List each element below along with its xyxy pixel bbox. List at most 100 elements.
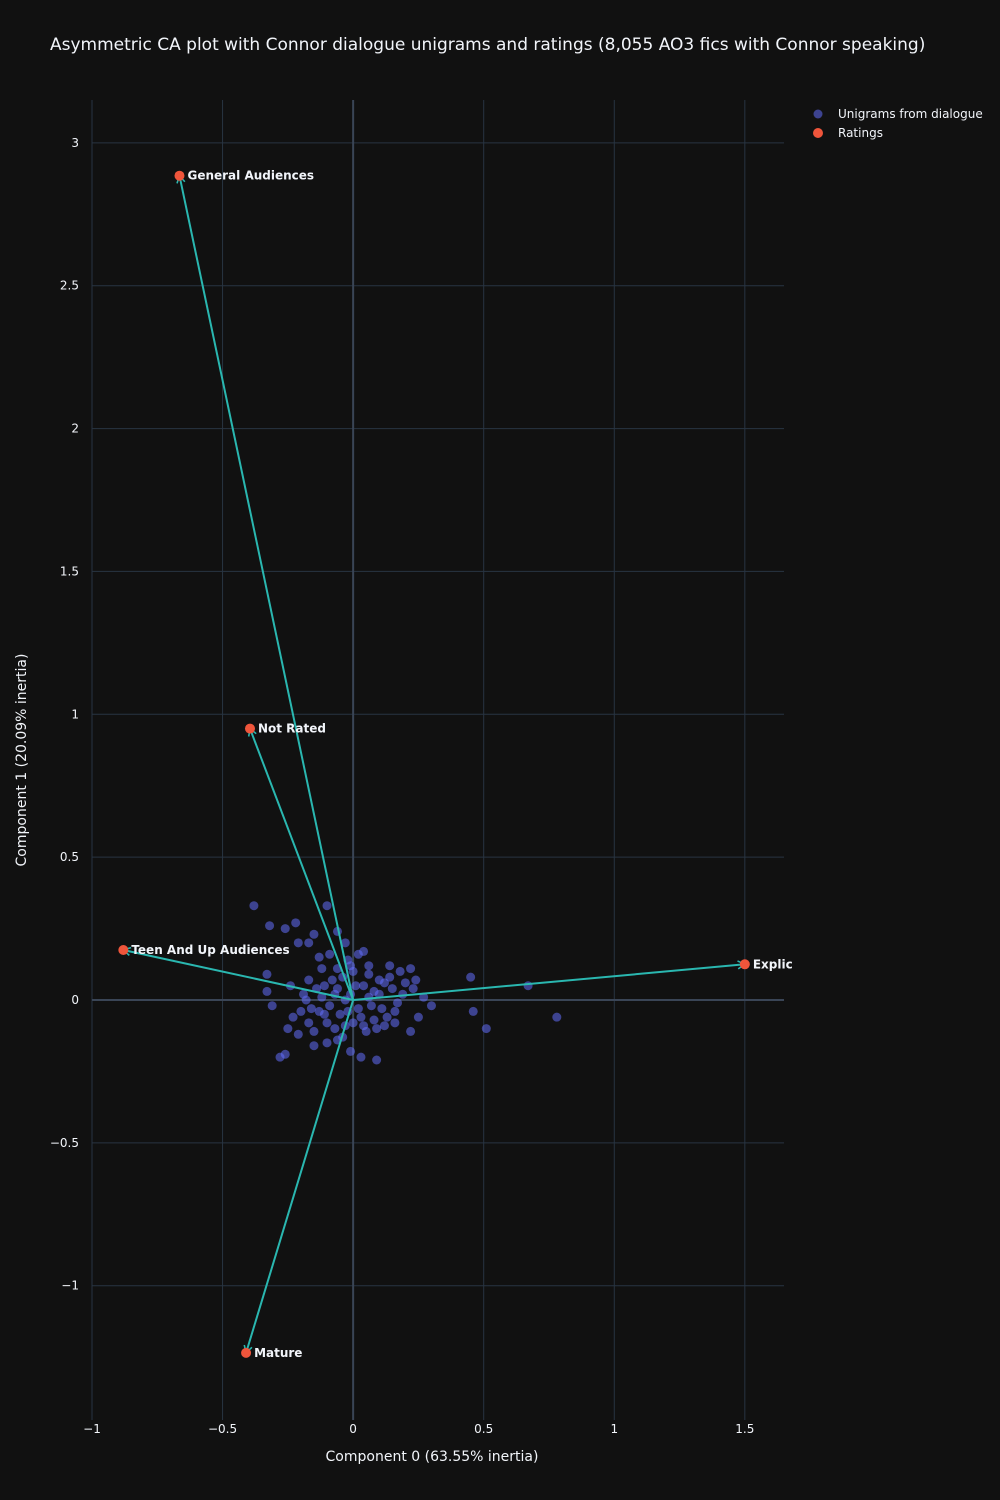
unigram-point[interactable] [309,1026,319,1036]
unigram-point[interactable] [379,1021,389,1031]
unigram-point[interactable] [346,1046,356,1056]
legend-label-unigrams: Unigrams from dialogue [838,107,983,121]
unigram-point[interactable] [309,929,319,939]
unigram-point[interactable] [267,1001,277,1011]
rating-point[interactable] [118,945,129,955]
unigram-point[interactable] [385,961,395,971]
unigram-point[interactable] [406,1026,416,1036]
rating-arrows [121,174,747,1355]
y-tick-label: 2 [71,422,79,436]
unigram-point[interactable] [419,992,429,1002]
unigram-point[interactable] [325,1001,335,1011]
unigram-point[interactable] [280,924,290,934]
unigram-point[interactable] [369,1015,379,1025]
unigram-point[interactable] [317,964,327,974]
unigram-point[interactable] [364,992,374,1002]
gridlines [91,100,784,1420]
unigram-point[interactable] [330,1024,340,1034]
unigram-point[interactable] [353,1004,363,1014]
unigram-point[interactable] [348,1018,358,1028]
unigram-point[interactable] [395,966,405,976]
unigram-point[interactable] [288,1012,298,1022]
unigram-point[interactable] [481,1024,491,1034]
unigram-point[interactable] [387,984,397,994]
unigram-point[interactable] [262,986,272,996]
rating-label: Explic [753,957,793,971]
unigram-point[interactable] [291,918,301,928]
unigram-point[interactable] [325,949,335,959]
legend-item-unigrams[interactable]: Unigrams from dialogue [813,107,983,121]
unigram-point[interactable] [314,952,324,962]
unigram-point[interactable] [353,949,363,959]
unigram-point[interactable] [296,1006,306,1016]
unigram-point[interactable] [322,901,332,911]
y-tick-label: 1 [71,707,79,721]
unigram-point[interactable] [366,1001,376,1011]
unigram-point[interactable] [322,1038,332,1048]
unigram-point[interactable] [335,1009,345,1019]
unigram-point[interactable] [359,981,369,991]
rating-point[interactable] [739,959,750,970]
unigram-point[interactable] [372,1055,382,1065]
unigram-point[interactable] [314,1006,324,1016]
rating-label: Teen And Up Audiences [131,943,289,957]
unigram-point[interactable] [351,981,361,991]
legend[interactable]: Unigrams from dialogue Ratings [813,107,983,140]
unigram-point[interactable] [249,901,259,911]
y-tick-label: −0.5 [50,1136,79,1150]
unigram-point[interactable] [379,978,389,988]
unigram-point[interactable] [411,975,421,985]
unigram-point[interactable] [327,975,337,985]
unigram-point[interactable] [340,938,350,948]
y-tick-label: 0.5 [60,850,79,864]
unigram-point[interactable] [393,998,403,1008]
unigram-point[interactable] [262,969,272,979]
unigram-point[interactable] [372,1024,382,1034]
unigram-point[interactable] [390,1018,400,1028]
unigram-point[interactable] [356,1052,366,1062]
x-tick-label: −1 [83,1422,101,1436]
unigram-point[interactable] [406,964,416,974]
unigram-point[interactable] [319,981,329,991]
unigram-point[interactable] [306,1004,316,1014]
unigram-point[interactable] [293,1029,303,1039]
unigram-point[interactable] [552,1012,562,1022]
rating-point[interactable] [241,1347,252,1358]
unigram-point[interactable] [523,981,533,991]
unigram-point[interactable] [301,995,311,1005]
unigram-point[interactable] [283,1024,293,1034]
rating-arrow [243,999,355,1355]
unigram-point[interactable] [293,938,303,948]
x-axis-title: Component 0 (63.55% inertia) [326,1449,539,1465]
y-tick-label: 2.5 [60,279,79,293]
unigram-point[interactable] [400,978,410,988]
unigram-point[interactable] [304,1018,314,1028]
zero-lines [92,100,784,1420]
rating-point[interactable] [174,170,185,181]
unigram-point[interactable] [382,1012,392,1022]
unigram-point[interactable] [377,1004,387,1014]
rating-label: Not Rated [258,722,326,736]
legend-item-ratings[interactable]: Ratings [813,126,883,140]
unigram-point[interactable] [359,1021,369,1031]
unigram-point[interactable] [322,1018,332,1028]
unigram-point[interactable] [265,921,275,931]
unigram-point[interactable] [356,1012,366,1022]
unigram-point[interactable] [426,1001,436,1011]
unigram-point[interactable] [364,961,374,971]
unigram-point[interactable] [468,1006,478,1016]
unigram-point[interactable] [275,1052,285,1062]
unigram-point[interactable] [408,984,418,994]
unigram-point[interactable] [385,972,395,982]
unigram-point[interactable] [466,972,476,982]
unigram-point[interactable] [304,975,314,985]
rating-point[interactable] [244,723,255,734]
unigram-point[interactable] [364,969,374,979]
unigram-point[interactable] [304,938,314,948]
unigram-point[interactable] [413,1012,423,1022]
unigram-point[interactable] [317,992,327,1002]
unigram-point[interactable] [309,1041,319,1051]
unigram-point[interactable] [346,961,356,971]
unigram-point[interactable] [390,1006,400,1016]
